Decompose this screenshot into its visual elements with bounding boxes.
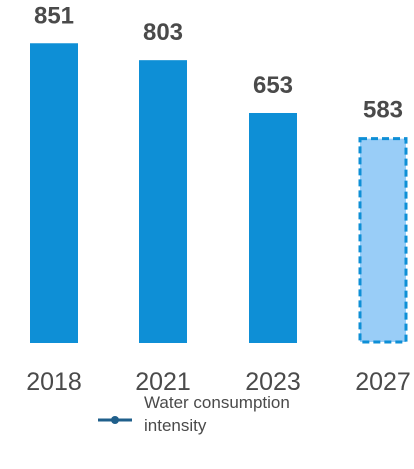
legend: Water consumption intensity <box>98 393 290 435</box>
bar-2023 <box>249 112 297 343</box>
bar-2021 <box>139 60 187 343</box>
x-tick-2027: 2027 <box>355 368 411 396</box>
data-labels-group: 851 803 653 583 <box>34 2 403 123</box>
bar-2018 <box>30 43 78 344</box>
data-label-2027: 583 <box>363 97 403 124</box>
x-tick-2023: 2023 <box>245 368 301 396</box>
x-tick-2021: 2021 <box>135 368 191 396</box>
legend-dot-marker <box>111 416 119 424</box>
x-tick-2018: 2018 <box>26 368 82 396</box>
legend-label-line2: intensity <box>144 416 207 435</box>
bars-group <box>30 43 408 344</box>
bar-2027 <box>358 137 408 344</box>
data-label-2021: 803 <box>143 19 183 46</box>
data-label-2023: 653 <box>253 72 293 99</box>
x-axis-tick-labels: 2018 2021 2023 2027 <box>26 368 411 396</box>
data-label-2018: 851 <box>34 2 74 29</box>
legend-label-line1: Water consumption <box>144 393 290 412</box>
